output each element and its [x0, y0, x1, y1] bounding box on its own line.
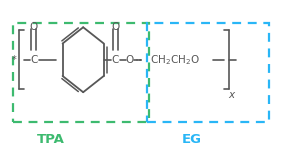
Text: *: * [11, 55, 16, 65]
Bar [148, 23, 269, 122]
Bar [13, 23, 149, 122]
Text: TPA: TPA [37, 133, 65, 146]
Text: O: O [125, 55, 133, 65]
Text: C: C [112, 55, 119, 65]
Text: O: O [30, 21, 38, 32]
Text: $\mathregular{CH_2CH_2O}$: $\mathregular{CH_2CH_2O}$ [150, 53, 200, 67]
Text: x: x [228, 90, 235, 100]
Text: C: C [30, 55, 37, 65]
Text: O: O [111, 21, 119, 32]
Text: EG: EG [182, 133, 202, 146]
